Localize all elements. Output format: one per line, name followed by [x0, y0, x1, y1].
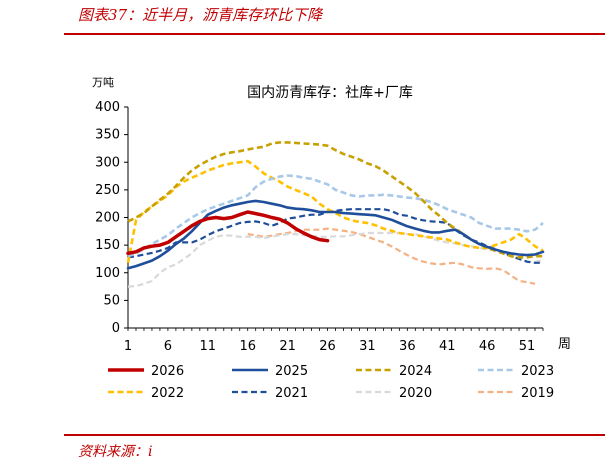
x-tick-label: 6 — [164, 339, 172, 354]
series-line-2020 — [127, 231, 544, 288]
y-axis-unit-label: 万吨 — [92, 76, 114, 89]
x-tick-label: 11 — [200, 339, 217, 354]
x-tick-label: 26 — [319, 339, 336, 354]
series-line-2022 — [126, 159, 544, 264]
legend-label-2020: 2020 — [399, 386, 432, 401]
y-tick-label: 350 — [95, 128, 120, 143]
line-chart: 国内沥青库存：社库+厂库 万吨 周 0 50 100 150 200 250 300 350 4… — [92, 76, 571, 401]
legend: 2026 2025 2024 2023 2022 2021 2020 2019 — [108, 364, 554, 401]
x-tick-label: 16 — [239, 339, 256, 354]
y-tick-label: 50 — [103, 293, 120, 308]
legend-label-2021: 2021 — [275, 386, 308, 401]
legend-label-2023: 2023 — [521, 364, 554, 379]
y-tick-label: 0 — [112, 321, 120, 336]
y-tick-label: 100 — [95, 266, 120, 281]
series-line-2024 — [127, 141, 543, 259]
series-line-2025 — [126, 199, 545, 270]
x-tick-label: 51 — [519, 339, 536, 354]
legend-label-2019: 2019 — [521, 386, 554, 401]
series-line-2026 — [126, 210, 330, 256]
y-tick-label: 200 — [95, 211, 120, 226]
x-tick-label: 36 — [399, 339, 416, 354]
legend-label-2024: 2024 — [399, 364, 432, 379]
y-tick-label: 300 — [95, 155, 120, 170]
series-line-2019 — [247, 227, 536, 285]
y-tick-label: 250 — [95, 183, 120, 198]
top-divider — [64, 33, 605, 35]
bottom-divider — [64, 434, 605, 436]
series-line-2023 — [127, 174, 544, 258]
x-tick-label: 46 — [479, 339, 496, 354]
chart-title: 国内沥青库存：社库+厂库 — [247, 85, 413, 101]
legend-label-2022: 2022 — [151, 386, 184, 401]
y-tick-label: 150 — [95, 238, 120, 253]
series-layer — [126, 141, 545, 288]
x-axis-unit-label: 周 — [558, 337, 571, 352]
x-tick-label: 41 — [439, 339, 456, 354]
x-tick-label: 21 — [279, 339, 296, 354]
x-tick-label: 1 — [124, 339, 132, 354]
y-tick-label: 400 — [95, 100, 120, 115]
legend-label-2026: 2026 — [151, 364, 184, 379]
legend-label-2025: 2025 — [275, 364, 308, 379]
source-note: 资料来源：i — [78, 444, 153, 460]
report-figure-title: 图表37：近半月，沥青库存环比下降 — [78, 6, 323, 24]
x-tick-label: 31 — [359, 339, 376, 354]
